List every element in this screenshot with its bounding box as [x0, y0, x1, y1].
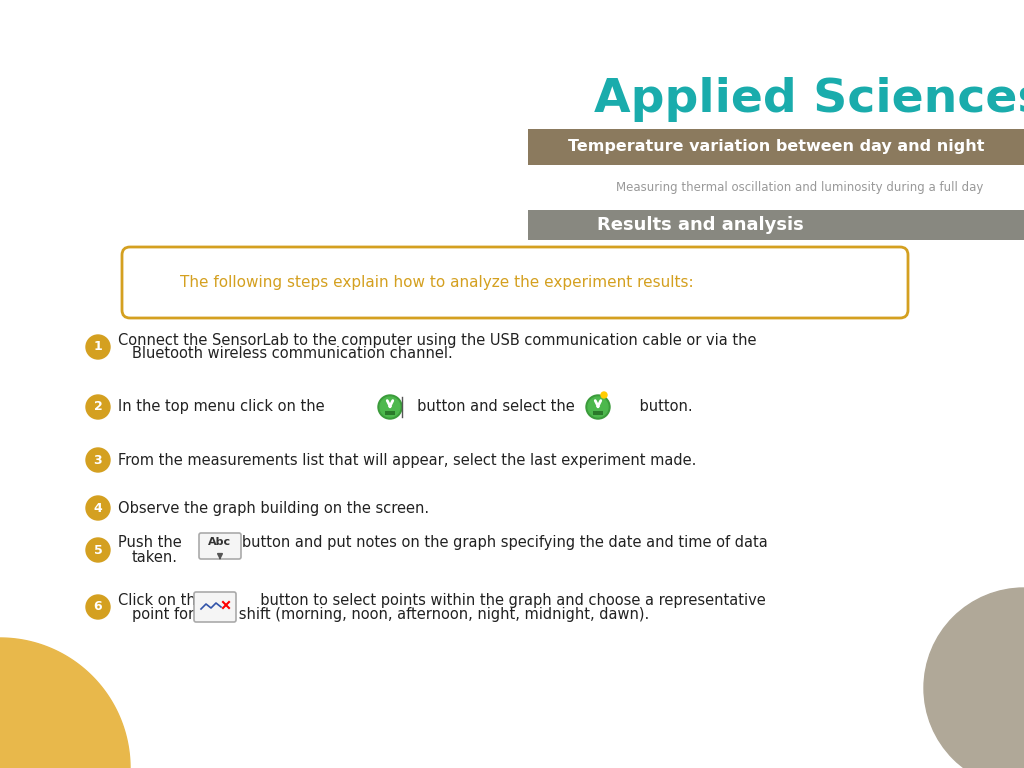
Text: 2: 2 [93, 400, 102, 413]
Circle shape [86, 595, 110, 619]
Text: Push the             button and put notes on the graph specifying the date and t: Push the button and put notes on the gra… [118, 535, 768, 551]
FancyBboxPatch shape [199, 533, 241, 559]
Circle shape [601, 392, 607, 398]
Text: Applied Sciences: Applied Sciences [594, 78, 1024, 123]
Circle shape [378, 395, 402, 419]
Text: 6: 6 [93, 601, 102, 614]
Circle shape [380, 397, 400, 417]
Text: From the measurements list that will appear, select the last experiment made.: From the measurements list that will app… [118, 452, 696, 468]
Text: Abc: Abc [209, 537, 231, 547]
Text: Measuring thermal oscillation and luminosity during a full day: Measuring thermal oscillation and lumino… [616, 180, 984, 194]
Text: Observe the graph building on the screen.: Observe the graph building on the screen… [118, 501, 429, 515]
FancyBboxPatch shape [122, 247, 908, 318]
Text: In the top menu click on the                    button and select the           : In the top menu click on the button and … [118, 399, 692, 415]
Circle shape [86, 395, 110, 419]
Circle shape [86, 448, 110, 472]
Circle shape [86, 335, 110, 359]
FancyBboxPatch shape [528, 210, 1024, 240]
Text: Click on the            button to select points within the graph and choose a re: Click on the button to select points wit… [118, 592, 766, 607]
FancyBboxPatch shape [385, 411, 395, 415]
FancyBboxPatch shape [593, 411, 603, 415]
Circle shape [588, 397, 608, 417]
FancyBboxPatch shape [528, 129, 1024, 165]
Text: Connect the SensorLab to the computer using the USB communication cable or via t: Connect the SensorLab to the computer us… [118, 333, 757, 347]
Text: Bluetooth wireless communication channel.: Bluetooth wireless communication channel… [132, 346, 453, 362]
Circle shape [86, 496, 110, 520]
Text: 3: 3 [93, 453, 102, 466]
Text: 4: 4 [93, 502, 102, 515]
Text: point for each shift (morning, noon, afternoon, night, midnight, dawn).: point for each shift (morning, noon, aft… [132, 607, 649, 621]
Circle shape [86, 538, 110, 562]
Text: taken.: taken. [132, 549, 178, 564]
Circle shape [586, 395, 610, 419]
Circle shape [924, 588, 1024, 768]
Text: Results and analysis: Results and analysis [597, 216, 804, 234]
Polygon shape [0, 638, 130, 768]
FancyBboxPatch shape [194, 592, 236, 622]
Text: The following steps explain how to analyze the experiment results:: The following steps explain how to analy… [180, 275, 693, 290]
Text: 5: 5 [93, 544, 102, 557]
Text: Temperature variation between day and night: Temperature variation between day and ni… [567, 140, 984, 154]
Text: 1: 1 [93, 340, 102, 353]
